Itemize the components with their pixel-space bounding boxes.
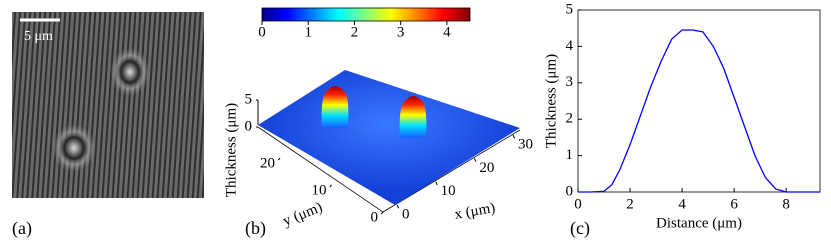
tick (329, 184, 332, 188)
tick (435, 181, 438, 186)
y-axis-label: y (μm) (281, 199, 325, 229)
panel-label: (b) (245, 218, 266, 239)
plot-frame (577, 9, 821, 193)
panel-label: (c) (570, 218, 590, 239)
y-tick-label: 4 (566, 38, 574, 54)
bump (399, 96, 427, 138)
tick-label: 10 (312, 182, 327, 198)
tick-label: 20 (479, 160, 494, 176)
tick-label: 30 (518, 136, 533, 152)
bump (321, 86, 349, 128)
tick-label: 0 (402, 206, 410, 222)
micrograph (12, 12, 204, 198)
colorbar-tick-label: 2 (351, 24, 359, 40)
x-axis-label: Distance (μm) (656, 215, 742, 231)
panel-label: (a) (12, 218, 32, 239)
x-axis-label: x (μm) (453, 200, 496, 223)
y-tick-label: 0 (566, 183, 574, 199)
tick-label: 20 (260, 155, 275, 171)
tick (512, 134, 516, 139)
y-axis-label: Thickness (μm) (543, 54, 559, 148)
tick-label: 10 (441, 183, 456, 199)
x-tick-label: 6 (730, 196, 738, 212)
line (578, 29, 820, 193)
colorbar-tick-label: 1 (304, 24, 312, 40)
x-tick-label: 0 (574, 196, 582, 212)
x-tick-label: 8 (782, 196, 790, 212)
tick (473, 158, 477, 162)
colorbar (261, 7, 471, 22)
x-tick-label: 4 (678, 196, 686, 212)
x-tick-label: 2 (626, 196, 634, 212)
y-tick-label: 1 (566, 147, 574, 163)
tick (277, 157, 281, 161)
tick-label: 5 (245, 91, 253, 107)
scale-bar-label: 5 μm (24, 29, 53, 44)
y-tick-label: 3 (566, 74, 574, 90)
cell (52, 124, 96, 172)
tick-label: 0 (371, 209, 379, 225)
colorbar-tick-label: 4 (443, 24, 451, 40)
y-tick-label: 5 (566, 1, 574, 17)
surface (258, 70, 520, 205)
cell (110, 48, 150, 96)
y-tick-label: 2 (566, 111, 574, 127)
tick-label: 0 (245, 118, 253, 134)
colorbar-tick-label: 3 (397, 24, 405, 40)
z-axis-label: Thickness (μm) (223, 103, 239, 197)
tick (380, 211, 384, 215)
tick (396, 204, 400, 209)
colorbar-tick-label: 0 (258, 24, 266, 40)
